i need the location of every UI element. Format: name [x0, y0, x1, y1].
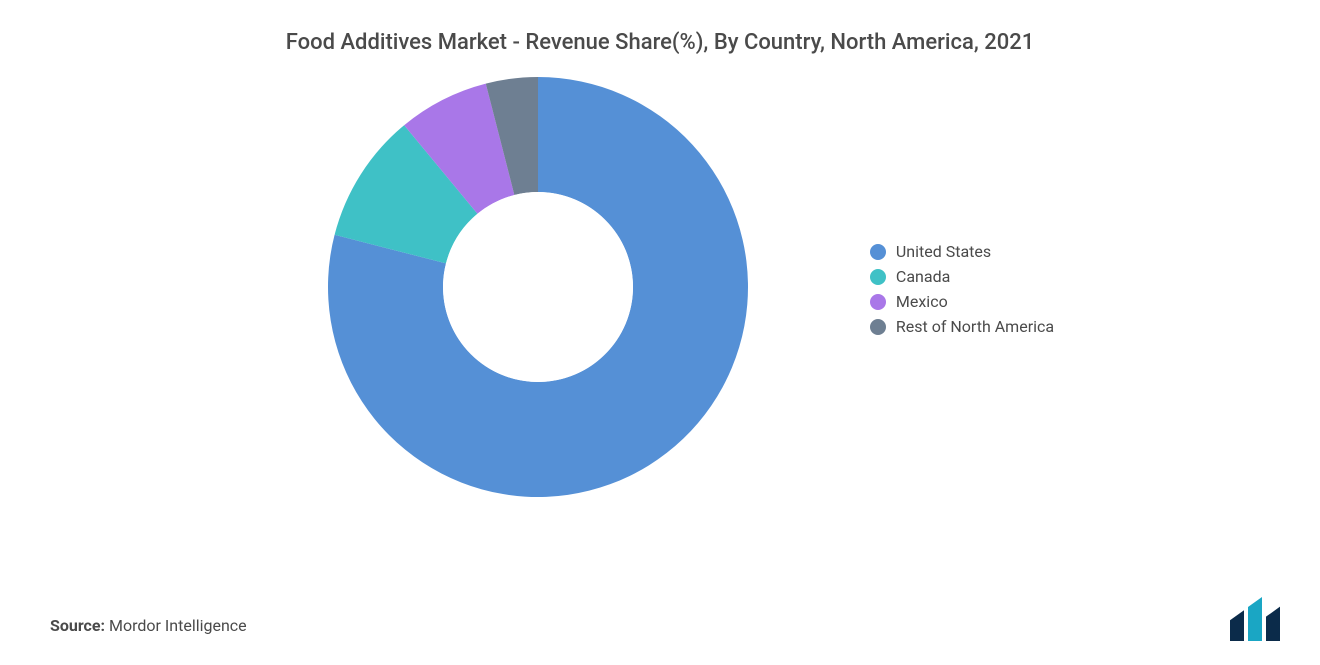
legend-label: Canada — [896, 267, 950, 286]
chart-area: United States Canada Mexico Rest of North A… — [0, 75, 1320, 503]
source-name: Mordor Intelligence — [109, 616, 247, 635]
legend-item: Rest of North America — [870, 317, 1054, 336]
brand-logo — [1230, 597, 1290, 645]
legend-item: United States — [870, 242, 1054, 261]
donut-hole — [443, 192, 633, 382]
legend-label: Mexico — [896, 292, 948, 311]
chart-title: Food Additives Market - Revenue Share(%)… — [0, 0, 1320, 75]
logo-bar — [1266, 607, 1280, 641]
donut-chart — [326, 75, 750, 503]
source-label: Source: — [50, 616, 105, 635]
legend-item: Mexico — [870, 292, 1054, 311]
legend-swatch — [870, 244, 886, 260]
legend-item: Canada — [870, 267, 1054, 286]
legend-label: Rest of North America — [896, 317, 1054, 336]
logo-icon — [1230, 597, 1290, 641]
legend-swatch — [870, 294, 886, 310]
legend-swatch — [870, 319, 886, 335]
logo-bar — [1248, 597, 1262, 641]
source-line: Source: Mordor Intelligence — [50, 616, 247, 635]
legend-label: United States — [896, 242, 991, 261]
legend: United States Canada Mexico Rest of North A… — [870, 242, 1054, 336]
legend-swatch — [870, 269, 886, 285]
donut-svg — [326, 75, 750, 499]
logo-bar — [1230, 610, 1244, 641]
